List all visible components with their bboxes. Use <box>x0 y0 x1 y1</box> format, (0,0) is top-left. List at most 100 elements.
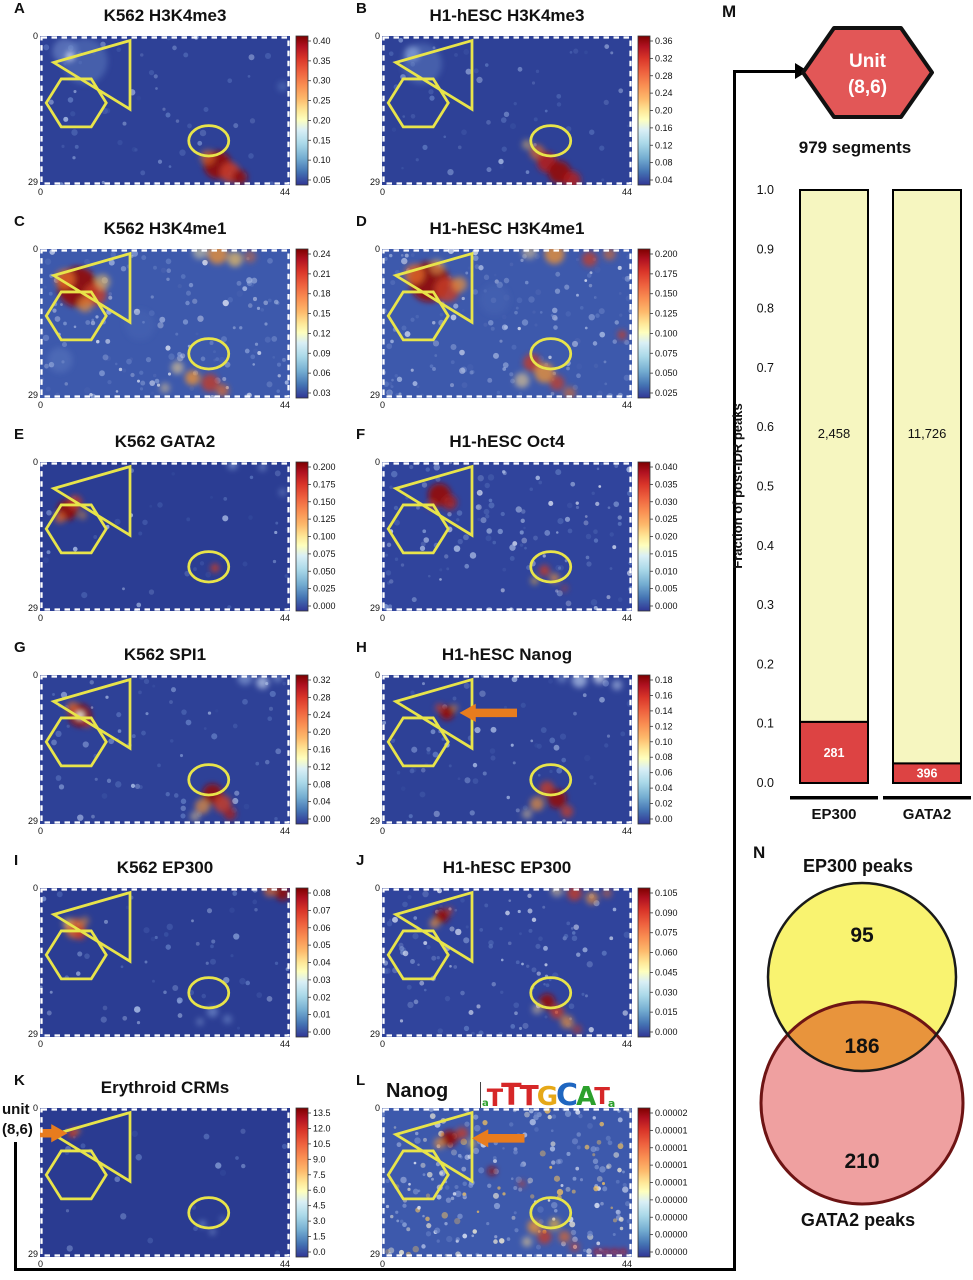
ellipse-overlay <box>529 124 573 158</box>
colorbar-tick-label: 0.06 <box>655 768 673 778</box>
panel-letter: K <box>14 1072 25 1089</box>
y-axis-top-label: 0 <box>374 457 380 467</box>
colorbar-tick-label: 0.12 <box>655 140 673 150</box>
colorbar-tick-label: 0.21 <box>313 269 331 279</box>
colorbar-tick-label: 0.03 <box>313 975 331 985</box>
heatmap-panel-J: J H1-hESC EP300 0 29 0 44 0.105 0.090 0.075 0.060… <box>352 852 692 1057</box>
panel-title: H1-hESC Oct4 <box>449 432 565 451</box>
bar-ytick-label: 0.6 <box>757 420 774 434</box>
colorbar-tick-label: 0.000 <box>655 1027 678 1037</box>
colorbar-tick-label: 0.08 <box>313 888 331 898</box>
colorbar-tick-label: 0.14 <box>655 706 673 716</box>
venn-overlap-region <box>768 1002 956 1071</box>
colorbar-J: 0.105 0.090 0.075 0.060 0.045 0.030 0.015 0.000 <box>637 887 678 1038</box>
colorbar-tick-label: 0.12 <box>313 328 331 338</box>
colorbar-tick-label: 0.40 <box>313 36 331 46</box>
x-axis-right-label: 44 <box>279 826 290 836</box>
heatmap-panel-A: A K562 H3K4me3 0 29 0 44 0.40 0.35 0.30 0.25 0.20 0… <box>10 0 350 205</box>
y-axis-bottom-label: 29 <box>369 816 380 826</box>
panel-letter: E <box>14 426 25 443</box>
y-axis-bottom-label: 29 <box>369 1249 380 1259</box>
colorbar-tick-label: 0.25 <box>313 96 331 106</box>
ellipse-overlay <box>187 763 231 797</box>
logo-letter-C: C <box>556 1077 578 1113</box>
colorbar-A: 0.40 0.35 0.30 0.25 0.20 0.15 0.10 0.05 <box>295 35 331 186</box>
x-axis-left-label: 0 <box>380 613 386 623</box>
panel-title: K562 H3K4me3 <box>103 6 227 25</box>
bar-ytick-label: 0.9 <box>757 242 774 256</box>
colorbar-tick-label: 0.125 <box>313 514 336 524</box>
bar-axis-underline <box>883 796 971 800</box>
colorbar-tick-label: 1.5 <box>313 1232 326 1242</box>
panel-title: K562 SPI1 <box>123 645 207 664</box>
colorbar-tick-label: 0.16 <box>655 690 673 700</box>
colorbar-tick-label: 0.04 <box>313 958 331 968</box>
orange-arrow <box>40 1124 68 1143</box>
hexagon-overlay <box>44 290 108 342</box>
colorbar-tick-label: 4.5 <box>313 1201 326 1211</box>
bar-top-segment-GATA2 <box>892 189 962 765</box>
triangle-overlay <box>50 890 132 964</box>
hexagon-overlay <box>44 716 108 768</box>
panel-letter: B <box>356 0 367 17</box>
panel-title: Erythroid CRMs <box>100 1078 230 1097</box>
colorbar-tick-label: 0.02 <box>313 992 331 1002</box>
x-axis-left-label: 0 <box>380 400 386 410</box>
venn-diagram: 95 186 210 <box>759 881 965 1206</box>
colorbar-tick-label: 0.025 <box>655 388 678 398</box>
heatmap-B <box>382 36 632 185</box>
heatmap-H <box>382 675 632 824</box>
triangle-overlay <box>50 464 132 538</box>
colorbar-tick-label: 0.000 <box>655 601 678 611</box>
x-axis-left-label: 0 <box>38 613 44 623</box>
stacked-bar-chart: 1.0 0.9 0.8 0.7 0.6 0.5 0.4 0.3 0.2 0.1 0.0 Fractio… <box>730 183 971 823</box>
y-axis-top-label: 0 <box>374 31 380 41</box>
panel-title: Nanog <box>386 1080 449 1102</box>
colorbar-tick-label: 0.12 <box>655 721 673 731</box>
colorbar-tick-label: 0.005 <box>655 584 678 594</box>
ellipse-overlay <box>187 976 231 1010</box>
colorbar-tick-label: 0.000 <box>313 601 336 611</box>
y-axis-bottom-label: 29 <box>27 603 38 613</box>
colorbar-tick-label: 0.105 <box>655 888 678 898</box>
logo-axis <box>480 1082 481 1108</box>
colorbar-tick-label: 0.03 <box>313 388 331 398</box>
y-axis-bottom-label: 29 <box>369 177 380 187</box>
panel-title: K562 GATA2 <box>114 432 216 451</box>
connector-line-left-vertical <box>14 1142 17 1271</box>
triangle-overlay <box>392 1110 474 1184</box>
connector-line-bottom <box>14 1268 736 1271</box>
triangle-overlay <box>392 38 474 112</box>
colorbar-L: 0.00002 0.00001 0.00001 0.00001 0.00001 0.000… <box>637 1107 688 1258</box>
heatmap-panel-D: D H1-hESC H3K4me1 0 29 0 44 0.200 0.175 0.150 0.1… <box>352 213 692 418</box>
colorbar-tick-label: 0.32 <box>655 53 673 63</box>
bar-ytick-label: 0.3 <box>757 598 774 612</box>
colorbar-tick-label: 0.16 <box>655 123 673 133</box>
hexagon-overlay <box>386 77 450 129</box>
colorbar-tick-label: 0.24 <box>313 249 331 259</box>
x-axis-left-label: 0 <box>380 826 386 836</box>
hexagon-overlay <box>44 77 108 129</box>
colorbar-K: 13.5 12.0 10.5 9.0 7.5 6.0 4.5 3.0 1.5 0.0 <box>295 1107 331 1258</box>
venn-ep300-only-count: 95 <box>850 924 874 947</box>
venn-title-bottom: GATA2 peaks <box>800 1210 916 1230</box>
panel-title: K562 EP300 <box>116 858 214 877</box>
hexagon-overlay <box>386 929 450 981</box>
colorbar-tick-label: 0.00001 <box>655 1143 688 1153</box>
panel-letter: I <box>14 852 19 869</box>
colorbar-tick-label: 0.20 <box>655 106 673 116</box>
venn-gata2-only-count: 210 <box>844 1150 879 1173</box>
colorbar-B: 0.36 0.32 0.28 0.24 0.20 0.16 0.12 0.08 0.04 <box>637 35 673 186</box>
heatmap-D <box>382 249 632 398</box>
colorbar-tick-label: 0.01 <box>313 1010 331 1020</box>
colorbar-tick-label: 0.075 <box>313 549 336 559</box>
panel-letter: D <box>356 213 367 230</box>
colorbar-tick-label: 0.00 <box>313 1027 331 1037</box>
hexagon-overlay <box>44 1149 108 1201</box>
y-axis-bottom-label: 29 <box>27 816 38 826</box>
colorbar-tick-label: 3.0 <box>313 1216 326 1226</box>
colorbar-tick-label: 0.04 <box>655 175 673 185</box>
y-axis-top-label: 0 <box>374 883 380 893</box>
y-axis-bottom-label: 29 <box>369 390 380 400</box>
